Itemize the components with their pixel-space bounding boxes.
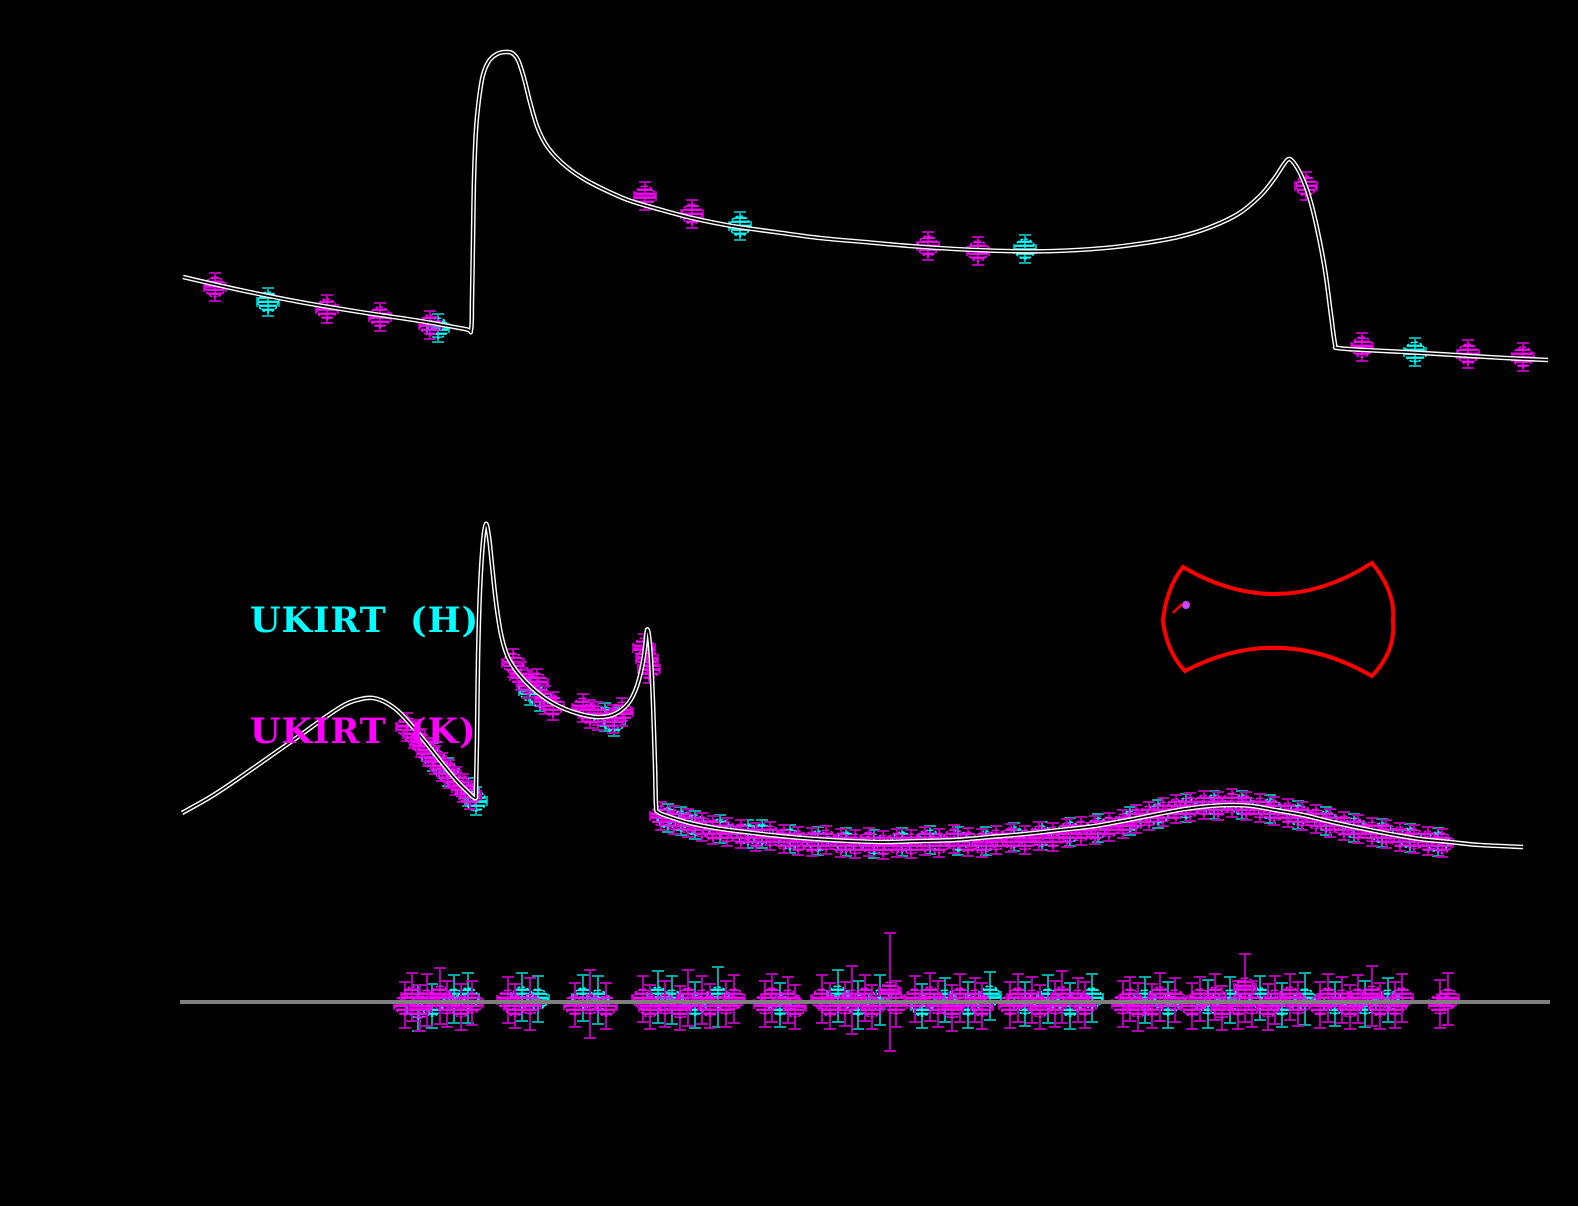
top-panel — [182, 49, 1549, 372]
trajectory-tick — [1172, 603, 1183, 614]
legend-item-ukirt-h: UKIRT (H) — [250, 600, 480, 641]
caustic-curve — [1160, 560, 1396, 679]
zoom-panel — [180, 521, 1524, 860]
legend: UKIRT (H) UKIRT (K) — [250, 528, 479, 824]
residual-panel — [180, 932, 1550, 1052]
source-position-dot — [1182, 601, 1190, 609]
caustic-inset — [1160, 560, 1396, 679]
legend-item-ukirt-k: UKIRT (K) — [250, 711, 477, 752]
